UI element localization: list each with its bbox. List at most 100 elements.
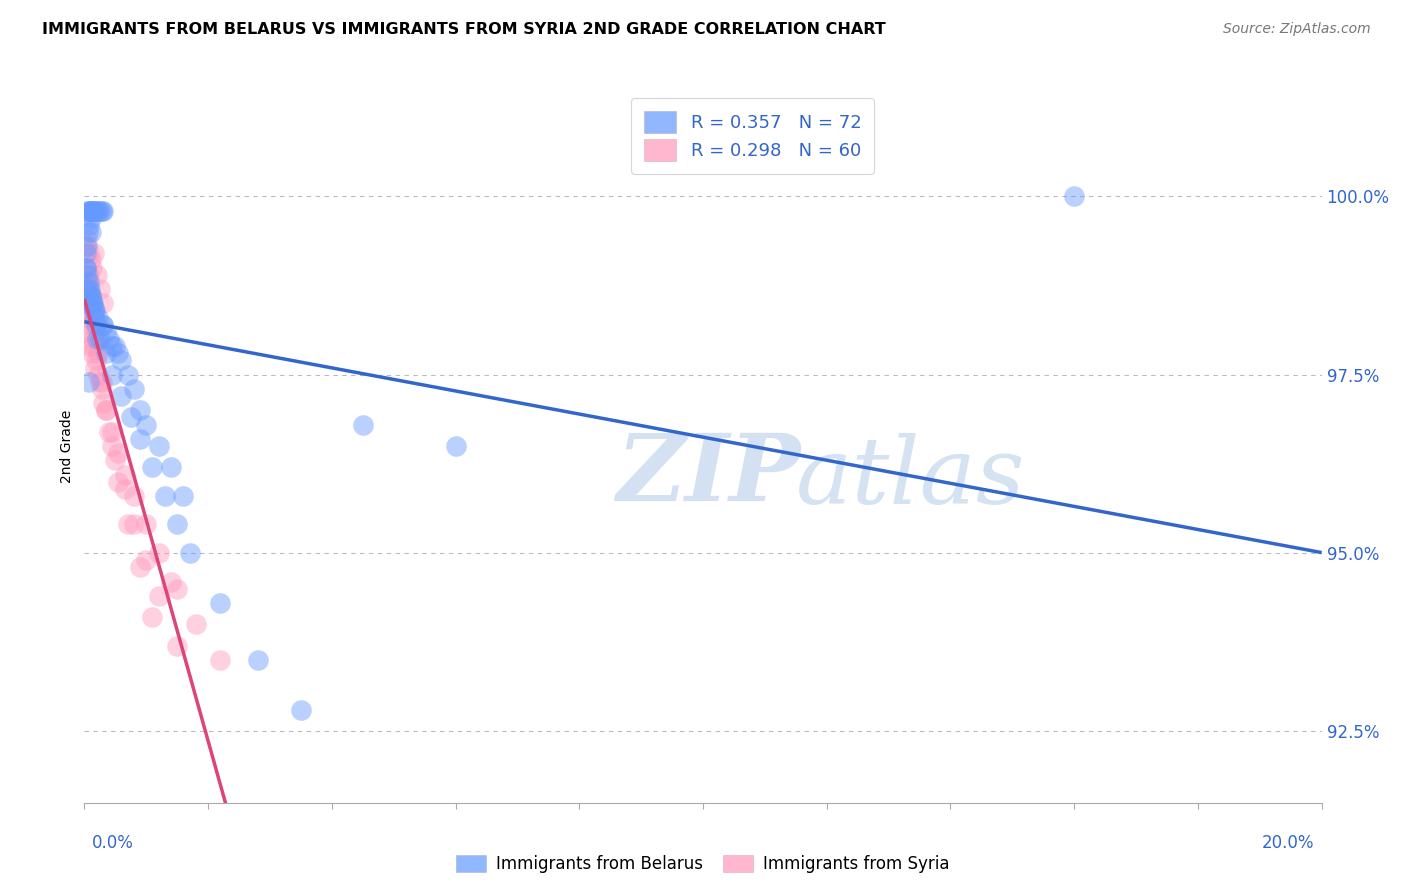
Point xyxy=(91,203,114,218)
Point xyxy=(80,346,103,360)
Point xyxy=(77,246,100,260)
Point xyxy=(184,617,207,632)
Point xyxy=(84,203,107,218)
Point xyxy=(86,203,108,218)
Point xyxy=(77,275,100,289)
Point xyxy=(80,289,103,303)
Point xyxy=(90,375,112,389)
Point xyxy=(83,246,105,260)
Point xyxy=(129,560,152,574)
Point xyxy=(89,203,111,218)
Point xyxy=(160,574,183,589)
Point xyxy=(290,703,312,717)
Point xyxy=(172,489,194,503)
Point xyxy=(101,339,124,353)
Point xyxy=(79,203,101,218)
Point xyxy=(107,446,129,460)
Point xyxy=(77,296,100,310)
Point xyxy=(91,296,114,310)
Point xyxy=(91,318,114,332)
Point xyxy=(76,232,98,246)
Point xyxy=(79,289,101,303)
Point xyxy=(79,203,101,218)
Point xyxy=(80,318,103,332)
Point xyxy=(79,203,101,218)
Point xyxy=(83,310,105,325)
Point xyxy=(79,289,101,303)
Point xyxy=(77,225,100,239)
Point xyxy=(80,296,103,310)
Point xyxy=(135,517,157,532)
Point xyxy=(122,382,145,396)
Point xyxy=(101,368,124,382)
Text: IMMIGRANTS FROM BELARUS VS IMMIGRANTS FROM SYRIA 2ND GRADE CORRELATION CHART: IMMIGRANTS FROM BELARUS VS IMMIGRANTS FR… xyxy=(42,22,886,37)
Point xyxy=(114,482,136,496)
Point xyxy=(83,303,105,318)
Point xyxy=(120,410,142,425)
Point xyxy=(148,439,170,453)
Text: Source: ZipAtlas.com: Source: ZipAtlas.com xyxy=(1223,22,1371,37)
Point xyxy=(76,268,98,282)
Point xyxy=(84,360,107,375)
Point xyxy=(87,346,110,360)
Point xyxy=(110,389,132,403)
Point xyxy=(79,225,101,239)
Point xyxy=(76,203,98,218)
Point xyxy=(89,282,111,296)
Point xyxy=(166,639,188,653)
Point xyxy=(89,332,111,346)
Point xyxy=(83,303,105,318)
Point xyxy=(122,517,145,532)
Point xyxy=(141,610,163,624)
Point xyxy=(79,310,101,325)
Point xyxy=(79,289,101,303)
Point xyxy=(107,346,129,360)
Point xyxy=(77,282,100,296)
Point xyxy=(87,368,110,382)
Point xyxy=(87,203,110,218)
Point xyxy=(101,425,124,439)
Point xyxy=(117,368,139,382)
Point xyxy=(98,332,121,346)
Point xyxy=(94,325,117,339)
Point xyxy=(160,460,183,475)
Text: atlas: atlas xyxy=(796,434,1025,523)
Point xyxy=(84,353,107,368)
Point xyxy=(1063,189,1085,203)
Point xyxy=(79,211,101,225)
Point xyxy=(107,475,129,489)
Point xyxy=(84,303,107,318)
Legend: Immigrants from Belarus, Immigrants from Syria: Immigrants from Belarus, Immigrants from… xyxy=(450,848,956,880)
Point xyxy=(104,339,127,353)
Point xyxy=(129,432,152,446)
Point xyxy=(79,289,101,303)
Point xyxy=(94,403,117,417)
Point xyxy=(79,282,101,296)
Point xyxy=(166,517,188,532)
Point xyxy=(75,275,97,289)
Point xyxy=(153,489,176,503)
Point xyxy=(352,417,374,432)
Point xyxy=(79,268,101,282)
Point xyxy=(83,203,105,218)
Point xyxy=(86,332,108,346)
Point xyxy=(166,582,188,596)
Point xyxy=(80,203,103,218)
Point xyxy=(77,275,100,289)
Point xyxy=(82,296,104,310)
Point xyxy=(75,246,97,260)
Point xyxy=(79,282,101,296)
Point xyxy=(129,403,152,417)
Point xyxy=(91,396,114,410)
Point xyxy=(76,310,98,325)
Point xyxy=(82,332,104,346)
Point xyxy=(76,239,98,253)
Y-axis label: 2nd Grade: 2nd Grade xyxy=(60,409,75,483)
Point xyxy=(110,353,132,368)
Point xyxy=(135,417,157,432)
Point xyxy=(82,296,104,310)
Point xyxy=(122,489,145,503)
Point xyxy=(89,375,111,389)
Point xyxy=(75,239,97,253)
Point xyxy=(83,339,105,353)
